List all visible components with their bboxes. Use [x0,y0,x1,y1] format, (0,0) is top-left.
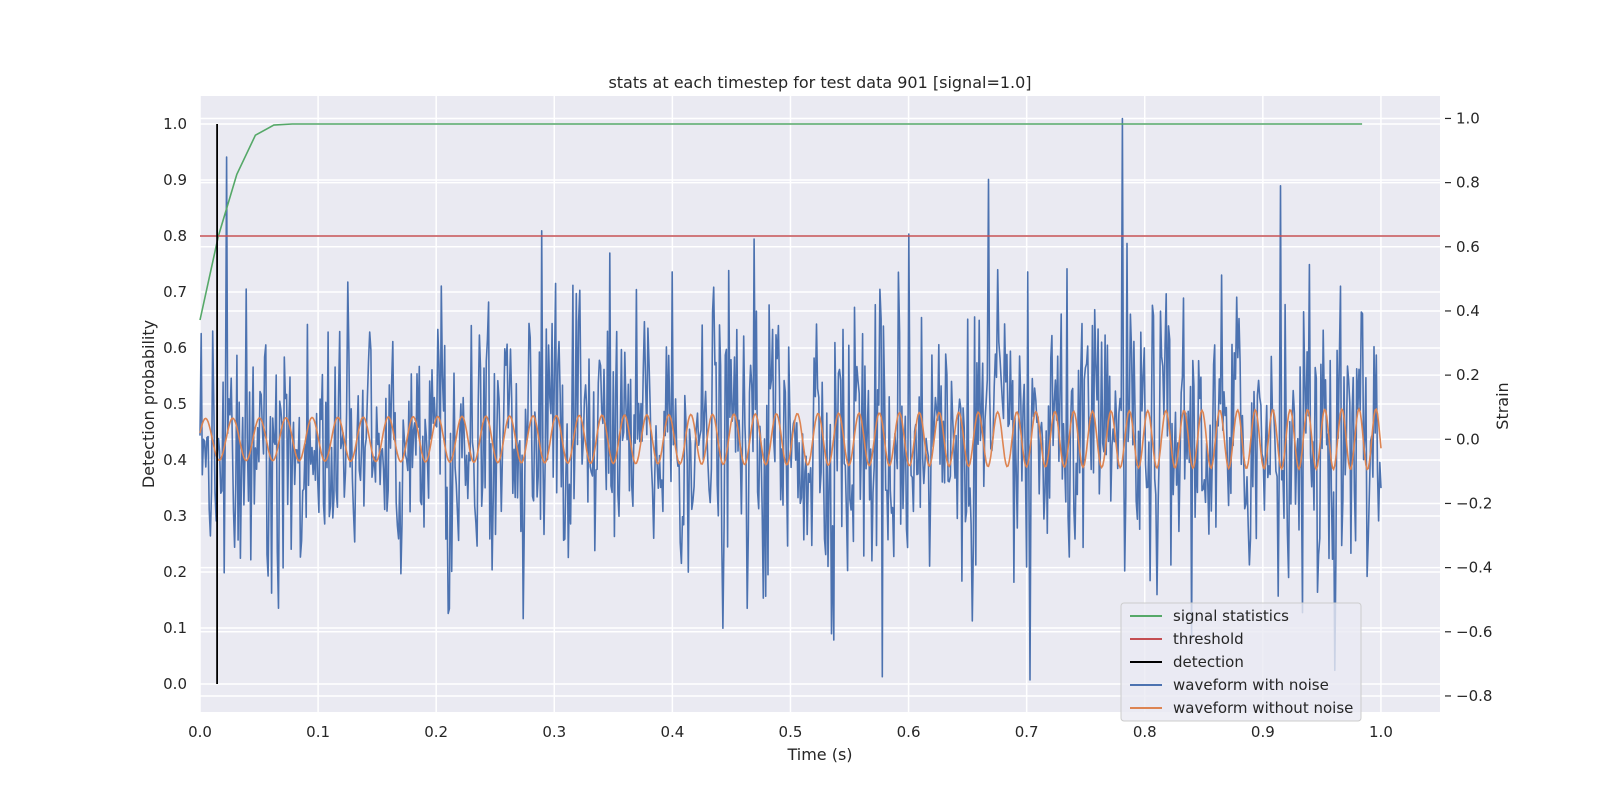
y-tick-label-left: 0.8 [163,227,187,245]
x-tick-label: 0.9 [1251,723,1275,741]
y-tick-label-right: 0.4 [1456,302,1480,320]
legend-label-waveform-without-noise: waveform without noise [1173,699,1353,717]
legend-entry-waveform-with-noise: waveform with noise [1130,676,1329,694]
legend-label-detection: detection [1173,653,1244,671]
y-tick-label-left: 0.9 [163,171,187,189]
y-tick-label-left: 0.0 [163,675,187,693]
x-tick-label: 0.2 [424,723,448,741]
x-tick-label: 0.5 [779,723,803,741]
x-tick-label: 0.8 [1133,723,1157,741]
chart-title: stats at each timestep for test data 901… [608,73,1031,92]
legend-entry-waveform-without-noise: waveform without noise [1130,699,1353,717]
y-tick-label-right: 0.0 [1456,430,1480,448]
x-tick-label: 0.7 [1015,723,1039,741]
x-tick-label: 0.3 [542,723,566,741]
y-tick-label-right: 0.8 [1456,174,1480,192]
legend-label-waveform-with-noise: waveform with noise [1173,676,1329,694]
x-tick-label: 1.0 [1369,723,1393,741]
y-tick-label-right: −0.2 [1456,494,1492,512]
x-tick-label: 0.4 [660,723,684,741]
legend-entry-detection: detection [1130,653,1244,671]
legend-entry-signal-statistics: signal statistics [1130,607,1289,625]
legend-label-threshold: threshold [1173,630,1244,648]
y-tick-label-left: 0.7 [163,283,187,301]
y-axis-label-right: Strain [1493,382,1512,429]
y-tick-label-left: 0.1 [163,619,187,637]
x-tick-label: 0.6 [897,723,921,741]
y-tick-label-left: 0.4 [163,451,187,469]
legend-entry-threshold: threshold [1130,630,1244,648]
y-tick-label-left: 0.3 [163,507,187,525]
series-signal-statistics [199,123,1363,321]
legend-label-signal-statistics: signal statistics [1173,607,1289,625]
y-tick-label-right: 1.0 [1456,109,1480,127]
y-tick-label-left: 1.0 [163,115,187,133]
legend-box [1120,602,1362,722]
y-tick-label-left: 0.2 [163,563,187,581]
y-axis-label-left: Detection probability [139,320,158,488]
y-tick-label-right: 0.6 [1456,238,1480,256]
tick-layer: 0.0 0.1 0.2 0.3 0.4 0.5 0.6 0.7 0.8 0.9 1.0 0.0 0.1 0… [163,109,1492,741]
y-tick-label-right: 0.2 [1456,366,1480,384]
x-axis-label: Time (s) [786,745,852,764]
y-tick-label-right: −0.4 [1456,559,1492,577]
series-waveform-without-noise [199,406,1382,472]
x-tick-label: 0.1 [306,723,330,741]
series-waveform-with-noise [199,117,1382,681]
y-tick-label-right: −0.6 [1456,623,1492,641]
y-tick-label-left: 0.5 [163,395,187,413]
series-layer [199,117,1440,684]
x-tick-label: 0.0 [188,723,212,741]
legend: signal statistics threshold detection wa… [1120,602,1362,722]
y-tick-label-right: −0.8 [1456,687,1492,705]
y-tick-label-left: 0.6 [163,339,187,357]
